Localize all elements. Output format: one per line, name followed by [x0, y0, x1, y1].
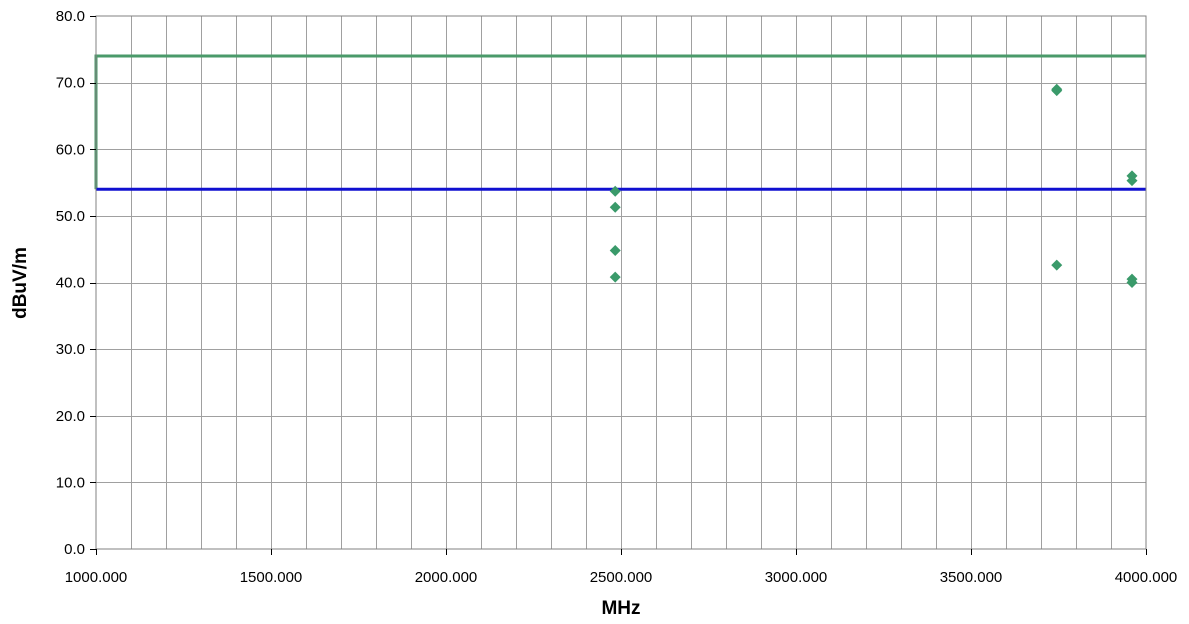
data-point	[1051, 85, 1063, 97]
x-tick-label: 4000.000	[1115, 569, 1178, 586]
x-tick-labels: 1000.000 1500.000 2000.000 2500.000 3000.000…	[65, 569, 1178, 586]
y-tick-label: 50.0	[56, 208, 85, 225]
data-point	[1051, 259, 1063, 271]
x-tick-label: 2500.000	[590, 569, 653, 586]
x-tick-label: 2000.000	[415, 569, 478, 586]
y-tick-label: 10.0	[56, 474, 85, 491]
y-tick-label: 20.0	[56, 408, 85, 425]
x-tick-label: 1000.000	[65, 569, 128, 586]
x-tick-label: 3000.000	[765, 569, 828, 586]
x-tick-label: 1500.000	[240, 569, 303, 586]
data-point	[1126, 277, 1138, 288]
data-point	[609, 271, 621, 283]
data-point	[609, 185, 621, 197]
y-tick-label: 60.0	[56, 141, 85, 158]
y-tick-labels: 0.0 10.0 20.0 30.0 40.0 50.0 60.0 70.0 80.0	[56, 8, 85, 558]
data-point	[609, 245, 621, 257]
x-tick-label: 3500.000	[940, 569, 1003, 586]
y-axis-title: dBuV/m	[10, 247, 31, 319]
data-point	[609, 201, 621, 213]
y-tick-label: 30.0	[56, 341, 85, 358]
y-tick-label: 40.0	[56, 275, 85, 292]
grid	[96, 16, 1146, 549]
y-tick-label: 0.0	[64, 541, 85, 558]
y-tick-label: 80.0	[56, 8, 85, 25]
axes	[90, 16, 1147, 555]
y-tick-label: 70.0	[56, 75, 85, 92]
data-points	[609, 83, 1138, 288]
data-point	[1126, 175, 1138, 187]
x-axis-title: MHz	[601, 598, 640, 619]
